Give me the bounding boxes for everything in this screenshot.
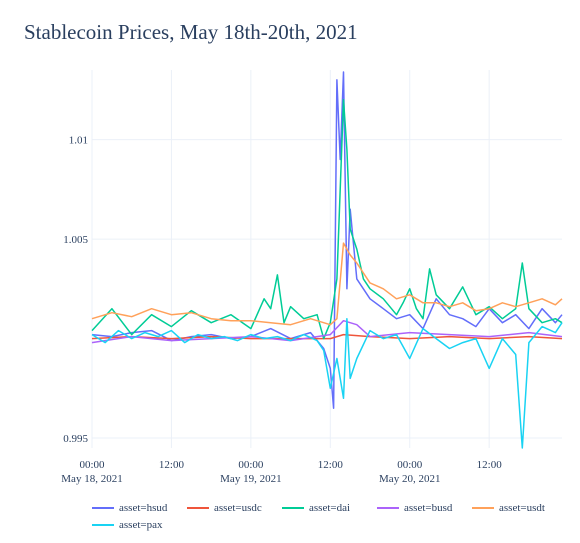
legend-item-dai[interactable]: asset=dai bbox=[282, 502, 350, 514]
series-line-hsud bbox=[91, 71, 563, 409]
series-line-usdc bbox=[91, 333, 563, 340]
x-tick-label-1: 12:00 bbox=[159, 459, 185, 471]
x-tick-date-4: May 20, 2021 bbox=[379, 473, 440, 485]
series-line-busd bbox=[91, 319, 563, 344]
chart-title: Stablecoin Prices, May 18th-20th, 2021 bbox=[24, 20, 358, 44]
series-line-pax bbox=[91, 317, 563, 449]
x-tick-label-2: 00:00 bbox=[238, 459, 264, 471]
x-tick-label-5: 12:00 bbox=[477, 459, 503, 471]
x-axis-labels: 00:00 May 18, 2021 12:00 00:00 May 19, 2021 1… bbox=[61, 459, 502, 485]
x-tick-label-4: 00:00 bbox=[397, 459, 423, 471]
series-line-usdt bbox=[91, 242, 563, 326]
series-line-dai bbox=[91, 99, 563, 340]
legend-item-busd[interactable]: asset=busd bbox=[377, 502, 452, 514]
legend-swatch bbox=[377, 507, 399, 509]
legend-label: asset=hsud bbox=[119, 502, 168, 514]
legend-label: asset=usdc bbox=[214, 502, 262, 514]
x-tick-label-3: 12:00 bbox=[318, 459, 344, 471]
legend-swatch bbox=[187, 507, 209, 509]
x-grid bbox=[91, 70, 490, 448]
legend-swatch bbox=[472, 507, 494, 509]
series-layer bbox=[91, 71, 563, 449]
legend-label: asset=usdt bbox=[499, 502, 545, 514]
y-tick-label-2: 1.01 bbox=[69, 135, 88, 147]
y-axis-labels: 0.995 1.005 1.01 bbox=[63, 135, 88, 445]
legend-item-hsud[interactable]: asset=hsud bbox=[92, 502, 167, 514]
x-tick-date-0: May 18, 2021 bbox=[61, 473, 122, 485]
x-tick-label-0: 00:00 bbox=[79, 459, 105, 471]
legend-item-usdc[interactable]: asset=usdc bbox=[187, 502, 262, 514]
legend-swatch bbox=[92, 524, 114, 526]
legend-item-pax[interactable]: asset=pax bbox=[92, 519, 162, 531]
legend-swatch bbox=[282, 507, 304, 509]
legend-item-usdt[interactable]: asset=usdt bbox=[472, 502, 545, 514]
x-tick-date-2: May 19, 2021 bbox=[220, 473, 281, 485]
legend-label: asset=pax bbox=[119, 519, 163, 531]
y-tick-label-0: 0.995 bbox=[63, 433, 88, 445]
y-tick-label-1: 1.005 bbox=[63, 234, 88, 246]
legend-label: asset=busd bbox=[404, 502, 453, 514]
legend-label: asset=dai bbox=[309, 502, 351, 514]
y-grid bbox=[92, 139, 562, 439]
legend-swatch bbox=[92, 507, 114, 509]
